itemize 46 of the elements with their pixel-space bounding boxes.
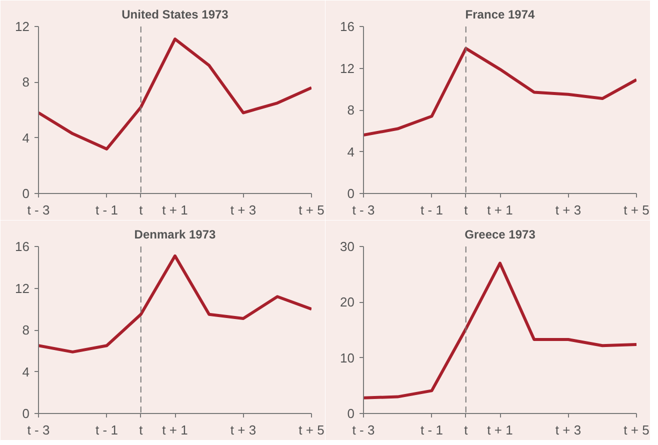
y-tick-label: 20 <box>340 294 355 310</box>
x-tick-label: t + 5 <box>298 202 324 218</box>
x-tick-label: t + 1 <box>487 422 513 438</box>
y-tick-label: 16 <box>15 239 30 254</box>
x-tick-label: t - 1 <box>420 422 443 438</box>
y-tick-label: 8 <box>22 74 30 90</box>
x-tick-label: t + 1 <box>162 422 188 438</box>
y-tick-label: 12 <box>15 280 30 296</box>
y-tick-label: 10 <box>340 350 355 366</box>
y-tick-label: 4 <box>347 144 355 160</box>
y-tick-label: 12 <box>15 19 30 34</box>
y-tick-label: 30 <box>340 239 355 254</box>
x-tick-label: t - 3 <box>352 422 375 438</box>
y-tick-label: 8 <box>347 102 355 118</box>
y-tick-label: 0 <box>347 406 355 421</box>
x-tick-label: t + 5 <box>624 422 650 438</box>
x-tick-label: t - 1 <box>96 422 118 438</box>
y-tick-label: 16 <box>340 19 355 34</box>
x-tick-label: t - 3 <box>27 202 50 218</box>
x-tick-label: t <box>139 422 144 438</box>
x-tick-label: t + 1 <box>487 202 513 218</box>
chart-title: United States 1973 <box>122 8 229 22</box>
y-tick-label: 0 <box>22 186 30 201</box>
chart-title: France 1974 <box>465 8 536 22</box>
x-tick-label: t + 5 <box>624 202 650 218</box>
x-tick-label: t - 1 <box>420 202 443 218</box>
x-tick-label: t <box>464 202 468 218</box>
y-tick-label: 4 <box>22 364 30 380</box>
y-tick-label: 0 <box>347 186 355 201</box>
x-tick-label: t + 3 <box>230 422 256 438</box>
chart-title: Denmark 1973 <box>134 228 216 242</box>
x-tick-label: t + 5 <box>298 422 324 438</box>
y-tick-label: 0 <box>22 406 30 421</box>
y-tick-label: 12 <box>340 60 355 76</box>
x-tick-label: t + 3 <box>555 202 582 218</box>
x-tick-label: t - 3 <box>27 422 50 438</box>
x-tick-label: t + 1 <box>162 202 188 218</box>
chart-title: Greece 1973 <box>464 228 536 242</box>
x-tick-label: t - 3 <box>352 202 375 218</box>
x-tick-label: t - 1 <box>96 202 118 218</box>
y-tick-label: 4 <box>22 130 30 146</box>
x-tick-label: t + 3 <box>555 422 582 438</box>
x-tick-label: t <box>139 202 144 218</box>
y-tick-label: 8 <box>22 322 30 338</box>
x-tick-label: t + 3 <box>230 202 256 218</box>
x-tick-label: t <box>464 422 468 438</box>
